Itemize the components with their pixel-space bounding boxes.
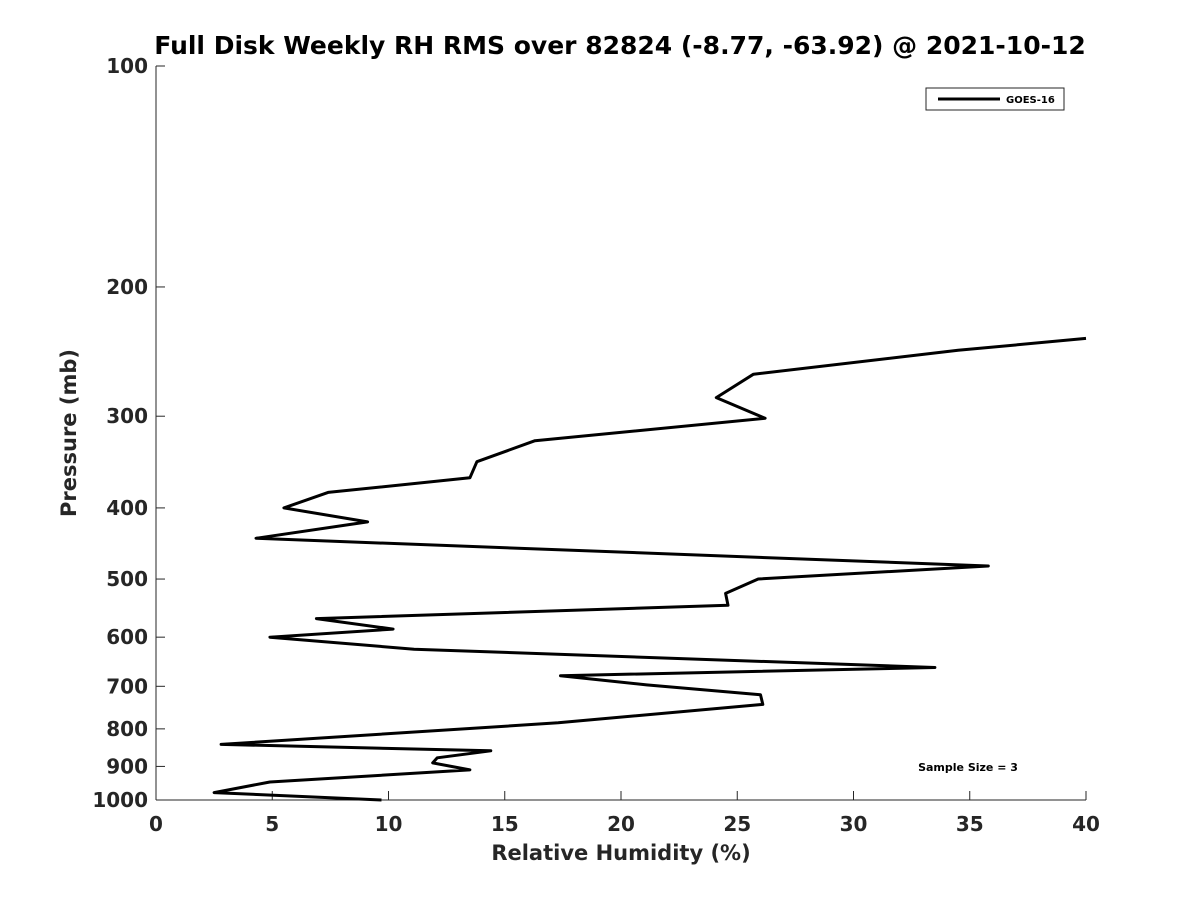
y-tick-label: 700 xyxy=(106,674,148,698)
legend: GOES-16 xyxy=(925,87,1065,111)
legend-entry-goes-16: GOES-16 xyxy=(1006,95,1055,106)
x-tick-label: 10 xyxy=(375,812,403,836)
y-tick-label: 400 xyxy=(106,496,148,520)
x-tick-label: 5 xyxy=(265,812,279,836)
x-tick-label: 20 xyxy=(607,812,635,836)
x-axis-label: Relative Humidity (%) xyxy=(491,841,750,865)
y-tick-label: 1000 xyxy=(92,788,148,812)
y-tick-label: 200 xyxy=(106,275,148,299)
x-ticks: 0 5 10 15 20 25 30 35 40 xyxy=(149,791,1100,836)
y-tick-label: 900 xyxy=(106,754,148,778)
y-tick-label: 600 xyxy=(106,625,148,649)
series-line-goes-16 xyxy=(212,336,1087,802)
x-tick-label: 25 xyxy=(723,812,751,836)
x-tick-label: 40 xyxy=(1072,812,1100,836)
x-tick-label: 0 xyxy=(149,812,163,836)
sample-size-annotation: Sample Size = 3 xyxy=(918,761,1018,774)
y-tick-label: 300 xyxy=(106,404,148,428)
y-tick-label: 100 xyxy=(106,54,148,78)
x-tick-label: 35 xyxy=(956,812,984,836)
x-tick-label: 15 xyxy=(491,812,519,836)
y-tick-label: 500 xyxy=(106,567,148,591)
x-tick-label: 30 xyxy=(840,812,868,836)
y-axis-label: Pressure (mb) xyxy=(57,349,81,517)
y-ticks: 100 200 300 400 500 600 700 800 900 1000 xyxy=(92,54,165,812)
y-tick-label: 800 xyxy=(106,717,148,741)
chart-title: Full Disk Weekly RH RMS over 82824 (-8.7… xyxy=(154,31,1086,60)
